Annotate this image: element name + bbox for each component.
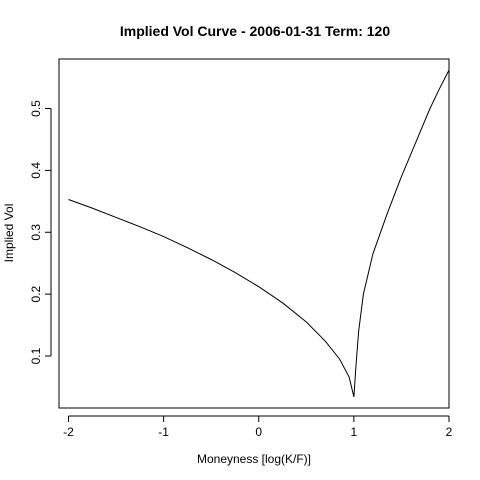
x-tick-label: -2 <box>63 425 74 439</box>
plot-frame <box>58 58 450 409</box>
y-tick-label: 0.3 <box>29 224 43 241</box>
x-tick-label: 2 <box>446 425 453 439</box>
x-tick-label: -1 <box>158 425 169 439</box>
implied-vol-series-line <box>68 69 450 397</box>
y-tick-label: 0.5 <box>29 100 43 117</box>
chart-title: Implied Vol Curve - 2006-01-31 Term: 120 <box>120 23 390 39</box>
y-tick-label: 0.4 <box>29 162 43 179</box>
x-tick-label: 0 <box>255 425 262 439</box>
x-axis: -2 -1 0 1 2 <box>63 415 453 439</box>
x-axis-label: Moneyness [log(K/F)] <box>197 452 311 466</box>
x-tick-label: 1 <box>351 425 358 439</box>
y-tick-label: 0.2 <box>29 285 43 302</box>
y-axis: 0.1 0.2 0.3 0.4 0.5 <box>29 100 52 364</box>
y-axis-label: Implied Vol <box>2 204 16 263</box>
y-tick-label: 0.1 <box>29 347 43 364</box>
